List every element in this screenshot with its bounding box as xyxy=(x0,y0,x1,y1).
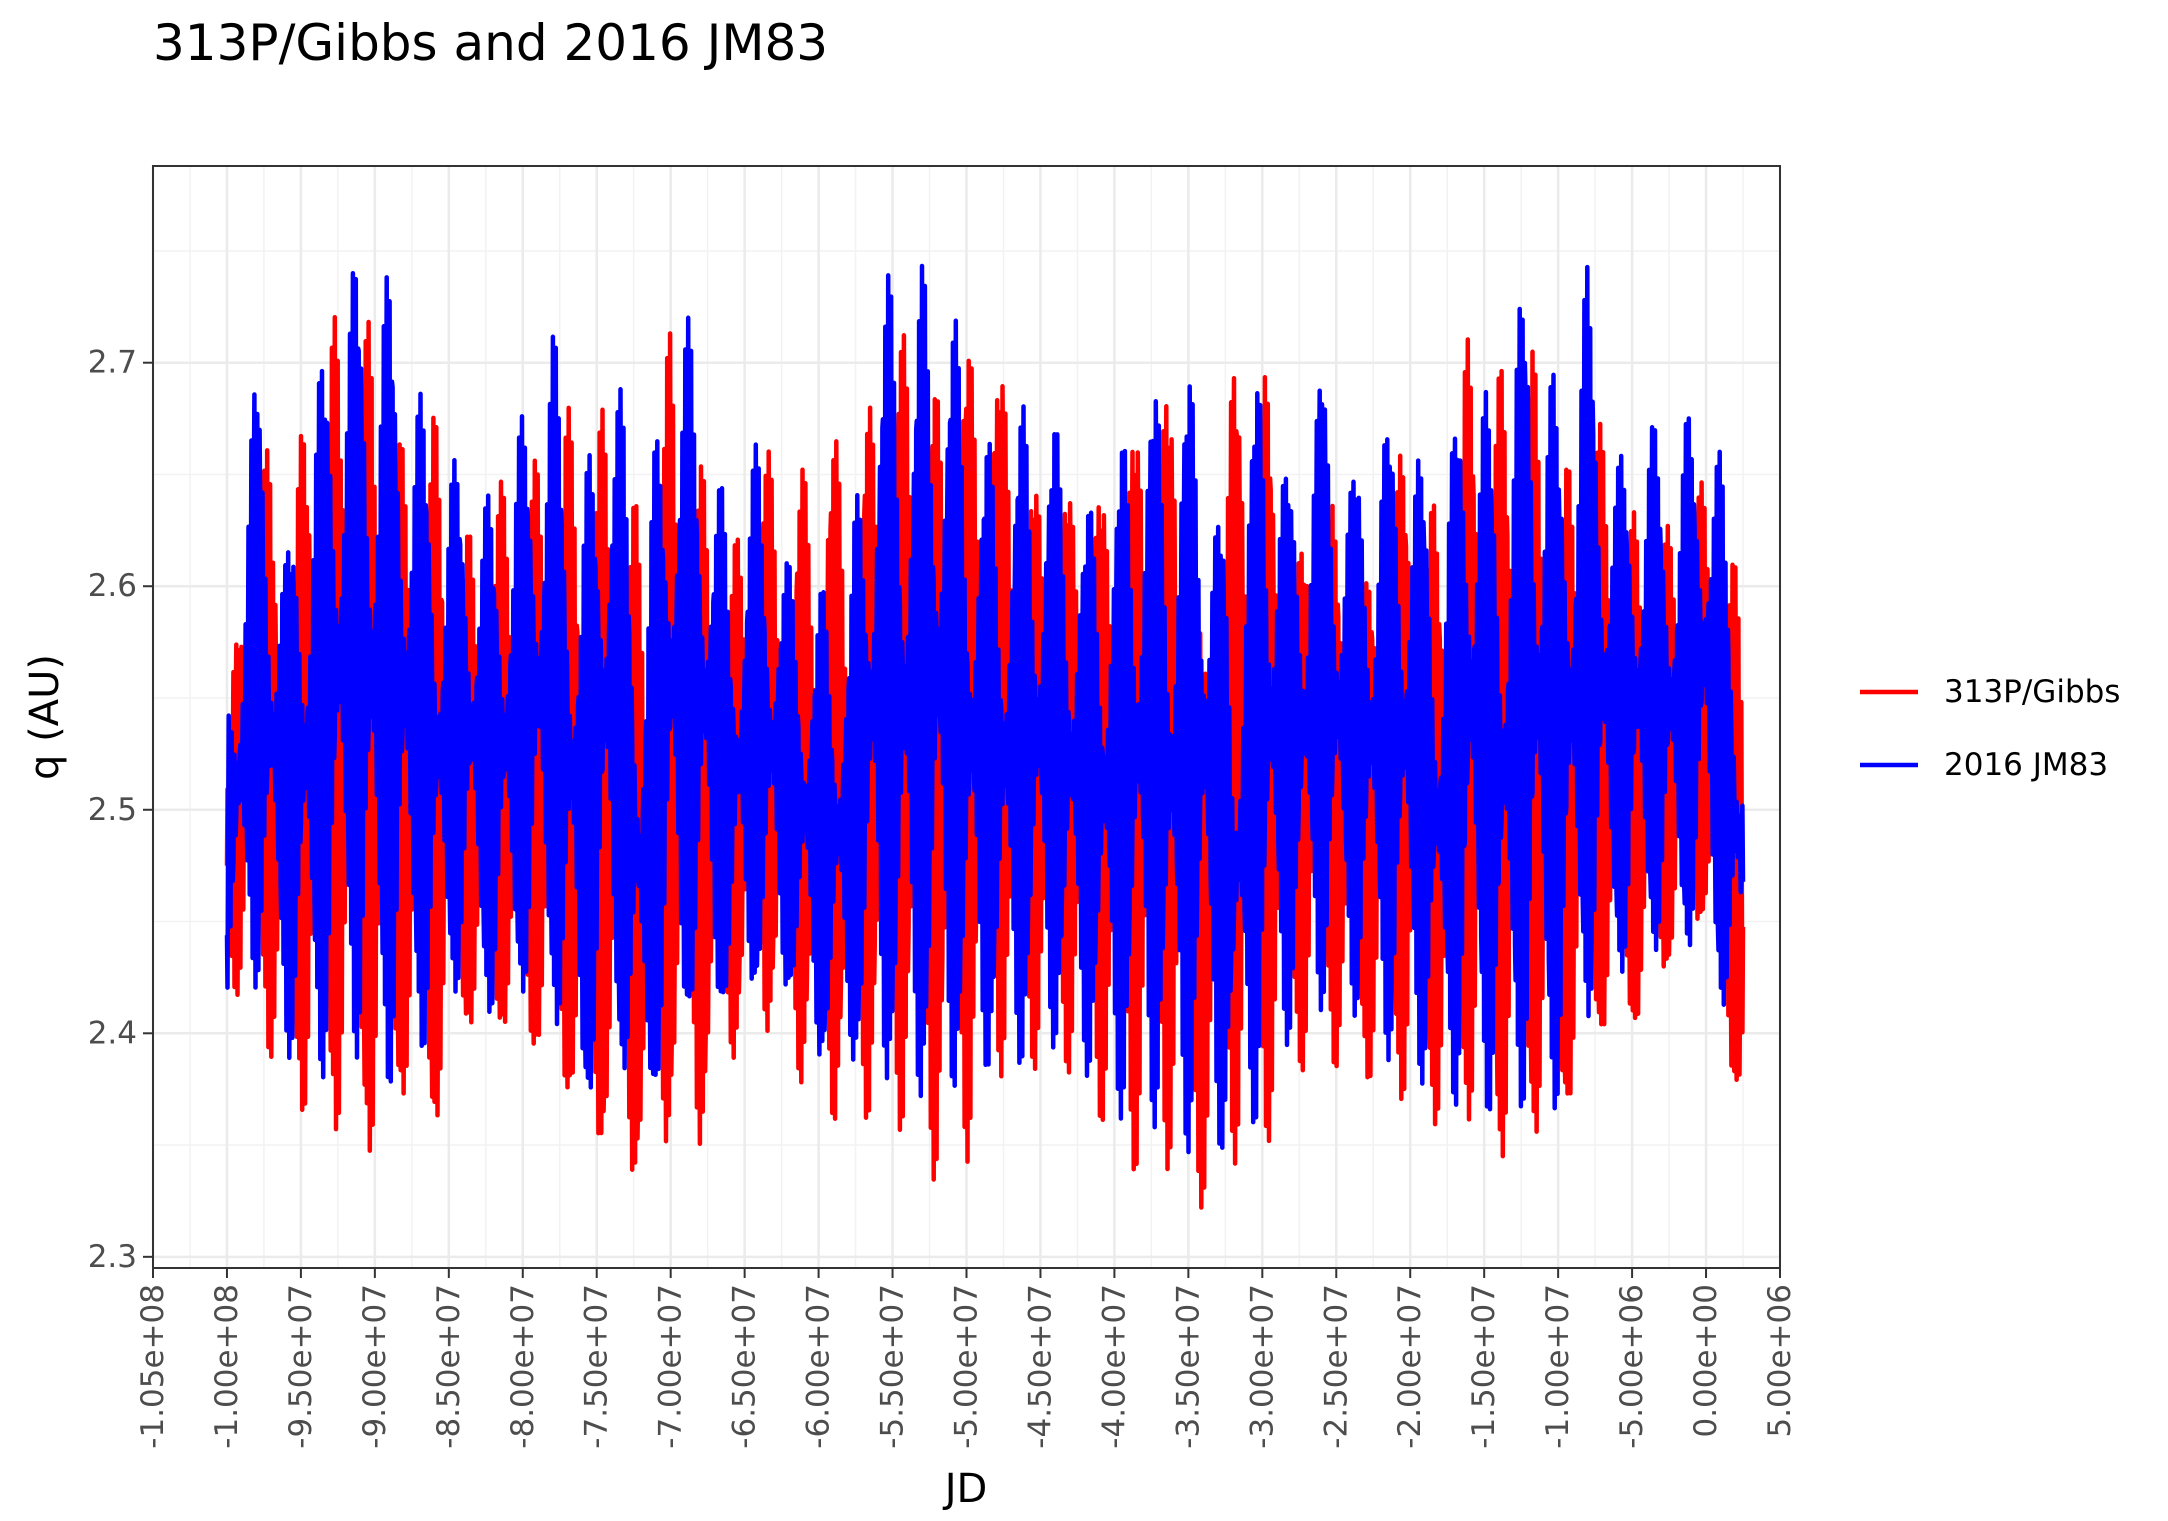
x-tick-label: -4.50e+07 xyxy=(1023,1284,1059,1449)
y-tick-label: 2.3 xyxy=(88,1239,137,1275)
legend: 313P/Gibbs 2016 JM83 xyxy=(1860,674,2120,783)
x-tick-label: -1.00e+08 xyxy=(209,1284,245,1449)
x-tick-label: -1.05e+08 xyxy=(135,1284,171,1449)
y-tick-label: 2.5 xyxy=(88,792,137,828)
x-tick-label: -7.50e+07 xyxy=(579,1284,615,1449)
x-tick-label: 5.00e+06 xyxy=(1762,1284,1798,1438)
series-line-jm83 xyxy=(224,263,1746,1155)
x-axis-title: JD xyxy=(942,1466,988,1512)
x-tick-label: -1.00e+07 xyxy=(1540,1284,1576,1449)
x-tick-label: -5.50e+07 xyxy=(875,1284,911,1449)
y-axis: 2.3 2.4 2.5 2.6 2.7 xyxy=(88,345,153,1275)
y-tick-label: 2.7 xyxy=(88,345,137,381)
y-tick-label: 2.6 xyxy=(88,568,137,604)
x-tick-label: -5.00e+06 xyxy=(1614,1284,1650,1449)
series-layer xyxy=(224,263,1746,1210)
x-tick-label: -8.00e+07 xyxy=(505,1284,541,1449)
chart-title: 313P/Gibbs and 2016 JM83 xyxy=(153,14,828,72)
x-tick-label: -6.00e+07 xyxy=(801,1284,837,1449)
x-tick-label: -8.50e+07 xyxy=(431,1284,467,1449)
x-tick-label: -9.00e+07 xyxy=(357,1284,393,1449)
x-tick-label: -5.00e+07 xyxy=(949,1284,985,1449)
x-tick-label: -6.50e+07 xyxy=(727,1284,763,1449)
x-tick-label: -7.00e+07 xyxy=(653,1284,689,1449)
x-tick-label: -4.00e+07 xyxy=(1096,1284,1132,1449)
x-tick-label: -9.50e+07 xyxy=(283,1284,319,1449)
x-tick-label: -3.00e+07 xyxy=(1244,1284,1280,1449)
x-tick-label: -2.50e+07 xyxy=(1318,1284,1354,1449)
x-tick-label: 0.00e+00 xyxy=(1688,1284,1724,1438)
legend-label-jm83: 2016 JM83 xyxy=(1944,747,2108,783)
x-tick-label: -1.50e+07 xyxy=(1466,1284,1502,1449)
legend-label-gibbs: 313P/Gibbs xyxy=(1944,674,2120,710)
x-axis: -1.05e+08 -1.00e+08 -9.50e+07 -9.00e+07 -8.5… xyxy=(135,1268,1798,1449)
y-tick-label: 2.4 xyxy=(88,1015,137,1051)
x-tick-label: -3.50e+07 xyxy=(1170,1284,1206,1449)
x-tick-label: -2.00e+07 xyxy=(1392,1284,1428,1449)
y-axis-title: q (AU) xyxy=(22,654,68,780)
